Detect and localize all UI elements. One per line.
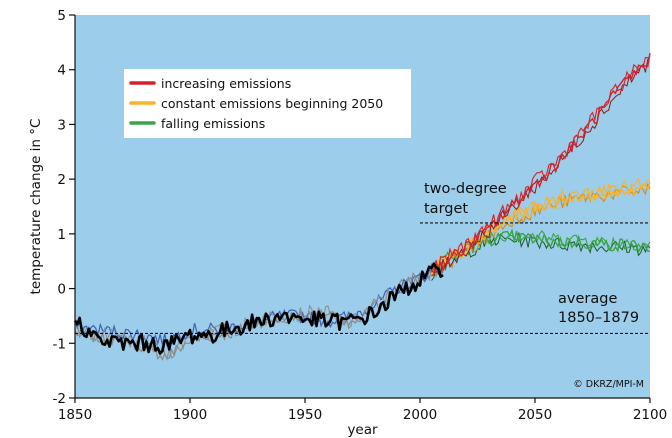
series-constant-line: [430, 181, 651, 277]
annotation-average-line1: average: [558, 291, 617, 307]
legend-label-constant: constant emissions beginning 2050: [161, 96, 383, 111]
y-tick-label: 3: [57, 117, 66, 133]
annotation-two-degree-line2: target: [424, 201, 468, 217]
reference-lines: [75, 222, 650, 335]
x-tick-label: 2050: [518, 407, 552, 423]
legend-box: [124, 69, 411, 138]
y-tick-label: 4: [57, 63, 66, 79]
x-axis-label: year: [347, 422, 378, 438]
y-tick-label: -1: [53, 336, 66, 352]
annotation-two-degree-line1: two-degree: [424, 181, 507, 197]
x-tick-label: 2000: [403, 407, 437, 423]
credit-label: © DKRZ/MPI-M: [573, 379, 644, 390]
legend-label-falling: falling emissions: [161, 116, 265, 131]
legend: increasing emissions constant emissions …: [124, 69, 411, 138]
series-falling-run-2: [430, 229, 651, 273]
annotation-average-line2: 1850–1879: [558, 310, 639, 326]
y-tick-label: 0: [57, 282, 66, 298]
x-tick-label: 2100: [633, 407, 667, 423]
y-tick-label: -2: [53, 391, 66, 407]
series-increasing-run-dark: [431, 55, 651, 274]
legend-label-increasing: increasing emissions: [161, 76, 291, 91]
historical-observed-line: [73, 262, 444, 355]
x-tick-label: 1950: [288, 407, 322, 423]
series-increasing-run-2: [431, 56, 651, 273]
x-tick-label: 1900: [173, 407, 207, 423]
y-tick-label: 5: [57, 8, 66, 24]
axes: -2 -1 0 1 2 3 4 5 1850 1900 1950 2000 2050 2100: [53, 8, 668, 423]
y-axis-label: temperature change in °C: [28, 119, 44, 295]
y-tick-label: 2: [57, 172, 66, 188]
series-layer: [73, 52, 651, 361]
y-tick-label: 1: [57, 227, 66, 243]
x-tick-label: 1850: [58, 407, 92, 423]
series-increasing-line: [431, 52, 651, 277]
